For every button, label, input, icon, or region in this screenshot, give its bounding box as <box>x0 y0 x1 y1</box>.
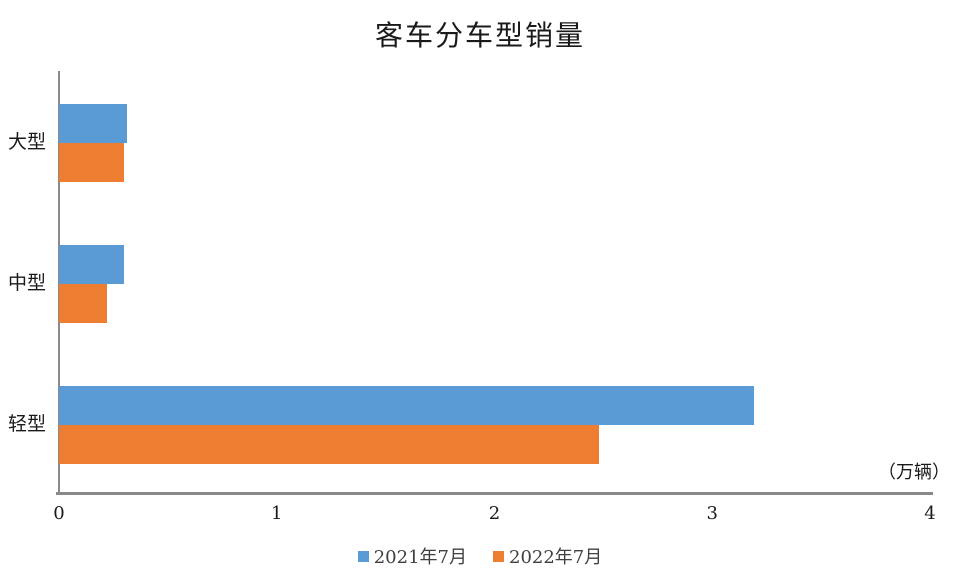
chart-title: 客车分车型销量 <box>374 19 585 52</box>
legend-item-2022: 2022年7月 <box>493 543 602 569</box>
x-tick-1: 1 <box>271 503 283 524</box>
category-label-2: 轻型 <box>7 412 46 435</box>
plot-area <box>59 71 930 493</box>
bar-s1-c0 <box>59 143 125 183</box>
category-label-0: 大型 <box>7 131 46 154</box>
x-tick-2: 2 <box>488 503 501 524</box>
bar-s0-c1 <box>59 245 125 284</box>
bar-s0-c0 <box>59 104 127 144</box>
legend-label-2022: 2022年7月 <box>509 547 603 568</box>
bar-s1-c1 <box>59 284 107 323</box>
legend-item-2021: 2021年7月 <box>357 543 467 569</box>
legend: 2021年7月 2022年7月 <box>0 543 960 569</box>
x-tick-3: 3 <box>706 503 718 524</box>
legend-swatch-2022-icon <box>493 550 504 562</box>
x-tick-0: 0 <box>53 503 65 524</box>
bar-s0-c2 <box>59 385 754 425</box>
legend-label-2021: 2021年7月 <box>373 547 467 568</box>
category-label-1: 中型 <box>7 272 46 294</box>
legend-swatch-2021-icon <box>357 550 369 562</box>
x-axis-line <box>56 492 933 495</box>
x-tick-4: 4 <box>924 503 936 524</box>
axis-unit-label: （万辆） <box>878 462 950 483</box>
bar-s1-c2 <box>59 424 600 464</box>
